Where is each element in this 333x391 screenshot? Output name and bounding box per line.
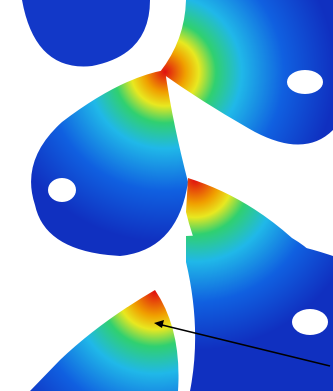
lobe-lower-left (30, 290, 179, 391)
lobe-top-left (22, 0, 150, 66)
hole (292, 309, 328, 335)
page (0, 0, 333, 391)
simulation-render (0, 0, 333, 391)
hole (48, 178, 76, 202)
lobe-middle-left (31, 70, 188, 256)
hole (287, 70, 323, 94)
